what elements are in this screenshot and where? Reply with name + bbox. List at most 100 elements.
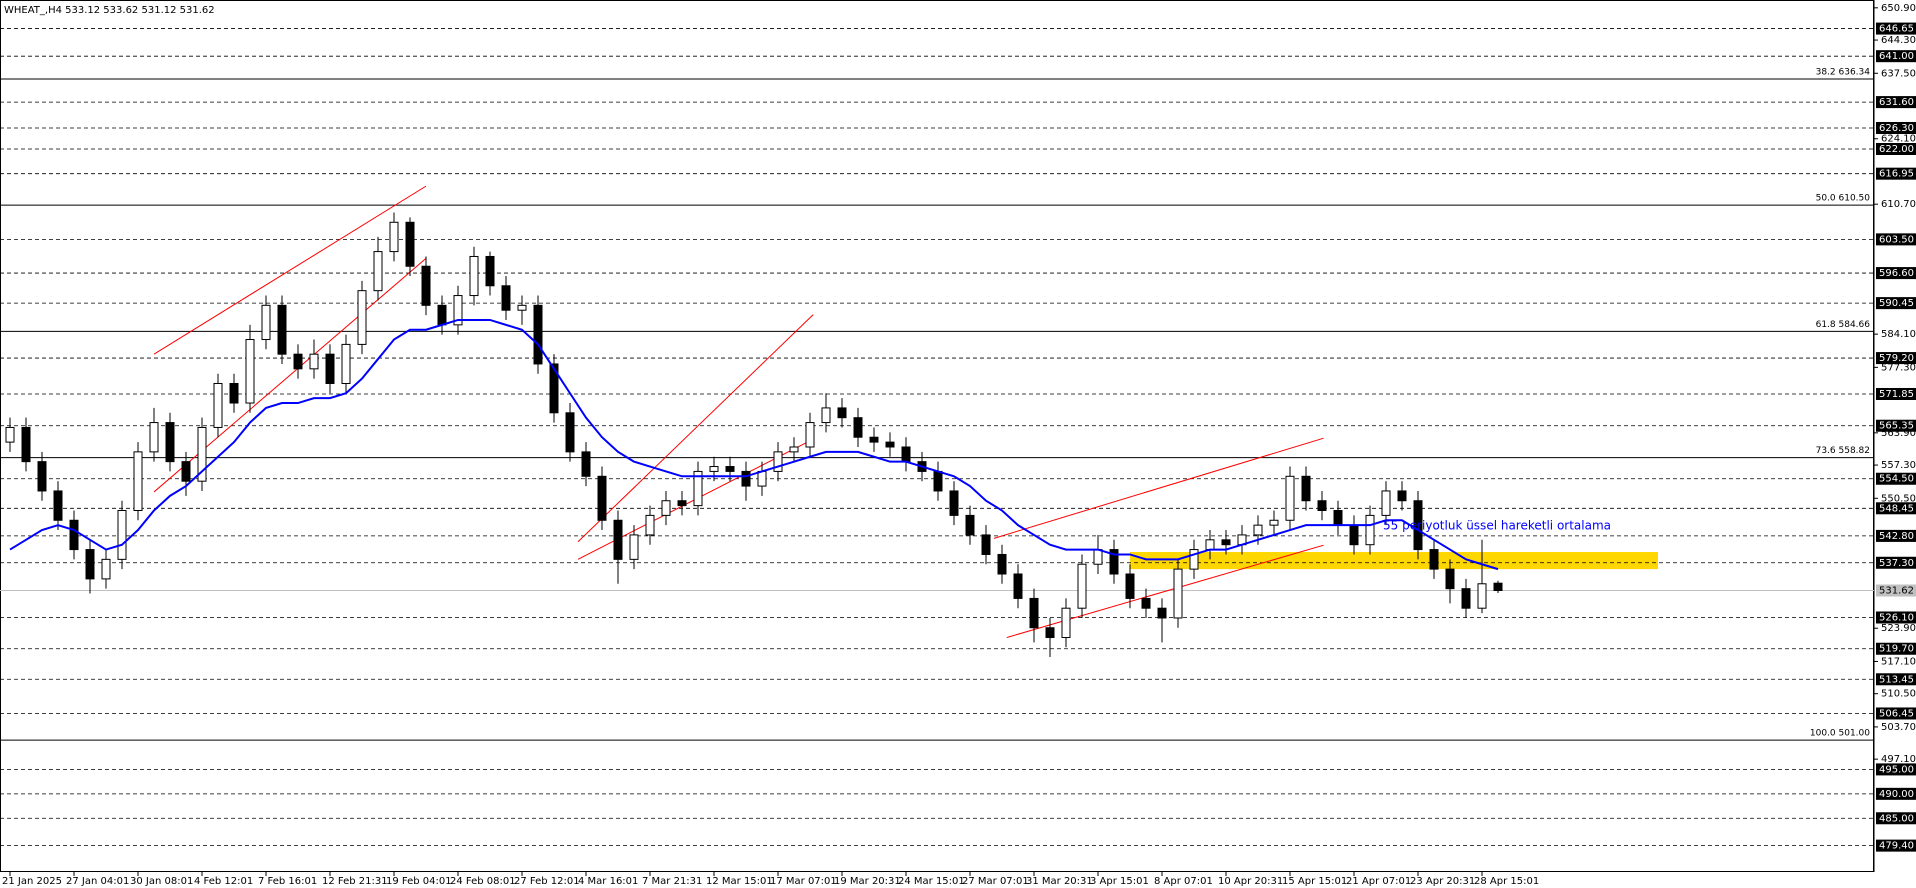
- candle-body: [1253, 524, 1263, 536]
- candle-body: [1029, 597, 1039, 629]
- candle-body: [1189, 549, 1199, 570]
- candle-body: [773, 451, 783, 472]
- trendline: [1006, 544, 1324, 638]
- level-label-box: [1876, 839, 1916, 852]
- candle-body: [373, 251, 383, 292]
- candle-body: [1349, 524, 1359, 546]
- level-label: 565.35: [1879, 421, 1914, 432]
- y-tick-label: 624.10: [1881, 134, 1916, 145]
- candle-body: [1477, 583, 1487, 609]
- x-tick-label: 19 Feb 04:01: [386, 876, 452, 887]
- plot-frame: [0, 0, 1874, 872]
- y-tick-label: 577.30: [1881, 362, 1916, 373]
- candle-body: [1317, 500, 1327, 511]
- candle-body: [1285, 475, 1295, 521]
- level-label: 571.85: [1879, 389, 1914, 400]
- level-label-box: [1876, 472, 1916, 485]
- candle-body: [1301, 475, 1311, 502]
- annotation: 55 periyotluk üssel hareketli ortalama: [1383, 519, 1611, 533]
- candle-body: [325, 353, 335, 384]
- candle-body: [1333, 509, 1343, 526]
- candle-body: [1125, 573, 1135, 599]
- x-tick-label: 31 Mar 20:31: [1026, 876, 1093, 887]
- candle-body: [149, 422, 159, 453]
- level-label-box: [1876, 267, 1916, 280]
- candle-body: [1109, 549, 1119, 575]
- candle-body: [581, 451, 591, 477]
- candle-body: [213, 382, 223, 428]
- candle-body: [629, 534, 639, 560]
- x-tick-label: 24 Mar 15:01: [898, 876, 965, 887]
- y-tick-label: 497.10: [1881, 754, 1916, 765]
- level-label: 579.20: [1879, 353, 1914, 364]
- candle-body: [501, 285, 511, 311]
- candle-body: [821, 407, 831, 424]
- x-tick-label: 10 Apr 20:31: [1218, 876, 1283, 887]
- candle-body: [1013, 573, 1023, 599]
- x-tick-label: 12 Feb 21:31: [322, 876, 388, 887]
- level-label: 596.60: [1879, 268, 1914, 279]
- candle-body: [437, 304, 447, 326]
- level-label-box: [1876, 96, 1916, 109]
- candle-body: [389, 221, 399, 253]
- candle-body: [197, 426, 207, 482]
- y-tick-label: 517.10: [1881, 656, 1916, 667]
- y-tick-label: 550.50: [1881, 493, 1916, 504]
- candle-body: [1221, 539, 1231, 546]
- x-tick-label: 21 Jan 2025: [2, 876, 62, 887]
- candle-body: [405, 221, 415, 267]
- candle-body: [533, 304, 543, 365]
- candle-body: [1365, 514, 1375, 546]
- fib-label: 100.0 501.00: [1810, 729, 1870, 739]
- level-label-box: [1876, 352, 1916, 365]
- y-tick-label: 637.50: [1881, 68, 1916, 79]
- candle-body: [1461, 588, 1471, 609]
- y-tick-label: 557.30: [1881, 460, 1916, 471]
- x-tick-label: 27 Feb 12:01: [514, 876, 580, 887]
- candle-body: [181, 461, 191, 482]
- level-label: 554.50: [1879, 474, 1914, 485]
- candle-body: [1061, 607, 1071, 639]
- candle-body: [85, 549, 95, 580]
- x-tick-label: 27 Mar 07:01: [962, 876, 1029, 887]
- level-label-box: [1876, 50, 1916, 63]
- x-tick-label: 30 Jan 08:01: [130, 876, 193, 887]
- candle-body: [933, 470, 943, 492]
- level-label-box: [1876, 787, 1916, 800]
- candle-body: [53, 490, 63, 521]
- level-label: 513.45: [1879, 674, 1914, 685]
- level-label: 631.60: [1879, 97, 1914, 108]
- candle-body: [245, 339, 255, 404]
- candle-body: [1493, 582, 1503, 592]
- level-label: 622.00: [1879, 144, 1914, 155]
- candle-body: [485, 255, 495, 287]
- candle-body: [1157, 607, 1167, 619]
- level-label-box: [1876, 707, 1916, 720]
- candle-body: [885, 441, 895, 448]
- level-label-box: [1876, 502, 1916, 515]
- candle-body: [469, 255, 479, 297]
- candle-body: [757, 470, 767, 487]
- candle-body: [1445, 568, 1455, 590]
- candle-body: [869, 436, 879, 443]
- candle-body: [1093, 549, 1103, 565]
- candle-body: [997, 553, 1007, 575]
- y-tick-label: 523.90: [1881, 623, 1916, 634]
- level-label: 537.30: [1879, 558, 1914, 569]
- candle-body: [965, 514, 975, 536]
- candle-body: [357, 290, 367, 345]
- level-label-box: [1876, 387, 1916, 400]
- candle-body: [709, 466, 719, 472]
- candle-body: [725, 466, 735, 472]
- level-label-box: [1876, 611, 1916, 624]
- level-label-box: [1876, 233, 1916, 246]
- candle-body: [37, 461, 47, 492]
- x-tick-label: 12 Mar 15:01: [706, 876, 773, 887]
- candle-body: [1045, 627, 1055, 639]
- candle-body: [117, 509, 127, 560]
- candle-body: [69, 519, 79, 551]
- price-label: 531.62: [1879, 586, 1914, 597]
- level-label: 548.45: [1879, 503, 1914, 514]
- candle-body: [5, 426, 15, 443]
